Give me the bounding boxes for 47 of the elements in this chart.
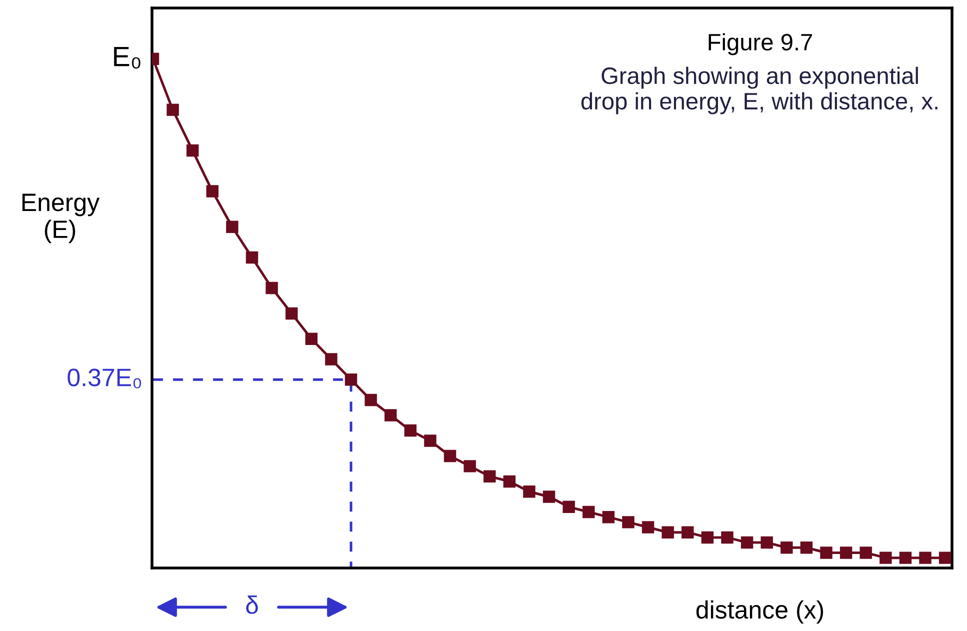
- point: [305, 332, 318, 346]
- point: [266, 282, 278, 294]
- point: [919, 552, 932, 564]
- point: [325, 353, 338, 366]
- point: [602, 510, 615, 524]
- point: [344, 374, 358, 386]
- point: [721, 531, 734, 544]
- point: [899, 552, 912, 564]
- point: [404, 424, 417, 437]
- y-axis-title: Energy (E): [22, 194, 100, 244]
- point: [682, 526, 694, 538]
- point: [938, 552, 952, 564]
- point: [464, 460, 476, 472]
- point: [364, 394, 377, 406]
- point: [503, 475, 516, 488]
- point: [523, 486, 536, 498]
- chart-title: Figure 9.7: [708, 33, 812, 56]
- point: [642, 521, 654, 534]
- point: [285, 307, 298, 320]
- point: [542, 490, 556, 503]
- point: [622, 516, 634, 528]
- point: [206, 185, 219, 198]
- point: [484, 470, 496, 482]
- point: [820, 546, 832, 559]
- point: [246, 251, 258, 264]
- text: Graph showing an exponential drop in energy, E, with distance, x.: [581, 66, 938, 114]
- point: [186, 144, 199, 157]
- point: [582, 506, 595, 518]
- point: [740, 536, 754, 549]
- text: E₀: [114, 46, 140, 69]
- point: [424, 434, 436, 447]
- point: [880, 552, 892, 564]
- point: [384, 409, 397, 422]
- point: [701, 531, 714, 544]
- text: δ: [246, 596, 258, 614]
- point: [166, 104, 179, 116]
- point: [662, 526, 674, 538]
- ref-line-label: 0.37E₀: [68, 368, 142, 388]
- point: [840, 546, 852, 559]
- point: [760, 536, 773, 549]
- point: [444, 450, 456, 462]
- point: [780, 542, 793, 554]
- x-axis-title: distance (x): [696, 600, 824, 624]
- point: [562, 500, 575, 514]
- point: [226, 220, 238, 234]
- point: [860, 546, 872, 559]
- point: [800, 542, 813, 554]
